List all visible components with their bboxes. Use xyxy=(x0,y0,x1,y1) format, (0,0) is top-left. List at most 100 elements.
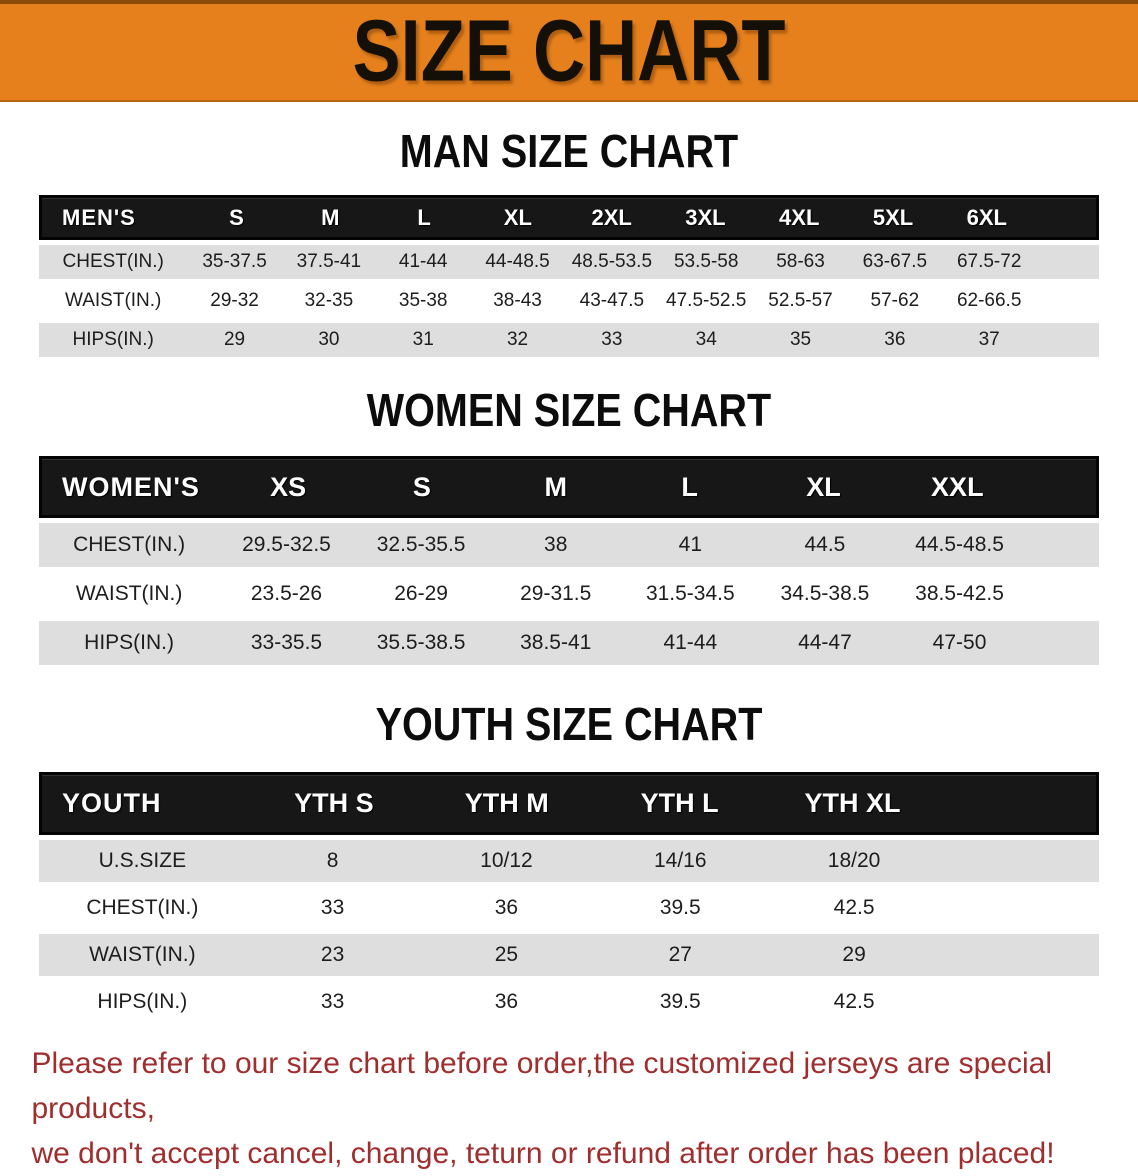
size-value-cell: 39.5 xyxy=(659,896,701,919)
youth-table-row: HIPS(IN.) 33 36 39.5 42.5 xyxy=(39,981,1099,1023)
youth-table-title: YOUTH xyxy=(62,788,162,818)
size-value-cell: 31.5-34.5 xyxy=(645,582,735,605)
size-value-cell: 36 xyxy=(884,329,906,350)
size-value-cell: 18/20 xyxy=(827,849,881,872)
row-label: CHEST(IN.) xyxy=(62,251,164,272)
size-chart-banner: SIZE CHART xyxy=(0,0,1138,102)
size-value-cell: 63-67.5 xyxy=(862,251,928,272)
disclaimer-line-1: Please refer to our size chart before or… xyxy=(31,1047,1053,1125)
size-value-cell: 14/16 xyxy=(653,849,707,872)
mens-table-row: HIPS(IN.) 29 30 31 32 33 34 35 36 37 xyxy=(39,323,1099,357)
mens-table-header-row: MEN'S S M L XL 2XL 3XL 4XL 5XL 6XL xyxy=(39,195,1099,240)
size-value-cell: 35-37.5 xyxy=(202,251,267,272)
size-value-cell: 34 xyxy=(695,329,717,350)
youth-size-column-header: YTH M xyxy=(464,788,549,818)
size-value-cell: 42.5 xyxy=(833,896,875,919)
size-value-cell: 41-44 xyxy=(398,251,448,272)
size-value-cell: 39.5 xyxy=(659,990,701,1013)
size-value-cell: 57-62 xyxy=(870,290,920,311)
row-label: CHEST(IN.) xyxy=(86,896,199,919)
youth-table-row: U.S.SIZE 8 10/12 14/16 18/20 xyxy=(39,840,1099,882)
size-value-cell: 26-29 xyxy=(394,582,448,605)
size-value-cell: 29-31.5 xyxy=(520,582,592,605)
row-label: CHEST(IN.) xyxy=(73,533,186,556)
size-value-cell: 52.5-57 xyxy=(768,290,833,311)
size-value-cell: 47.5-52.5 xyxy=(666,290,747,311)
size-value-cell: 33 xyxy=(320,896,345,919)
youth-table-row: CHEST(IN.) 33 36 39.5 42.5 xyxy=(39,887,1099,929)
size-value-cell: 44-48.5 xyxy=(485,251,550,272)
size-value-cell: 32 xyxy=(506,329,529,350)
youth-size-column-header: YTH S xyxy=(294,788,374,818)
size-value-cell: 48.5-53.5 xyxy=(571,251,653,272)
womens-size-column-header: XS xyxy=(270,471,307,502)
mens-size-column-header: 2XL xyxy=(591,204,632,230)
size-value-cell: 32-35 xyxy=(304,290,354,311)
size-value-cell: 33-35.5 xyxy=(250,631,323,654)
size-value-cell: 58-63 xyxy=(776,251,825,272)
row-label: HIPS(IN.) xyxy=(84,631,175,654)
mens-size-column-header: 5XL xyxy=(872,204,914,230)
size-value-cell: 38.5-42.5 xyxy=(915,582,1004,605)
banner-title: SIZE CHART xyxy=(352,3,786,100)
size-value-cell: 62-66.5 xyxy=(956,290,1022,311)
size-value-cell: 29-32 xyxy=(210,290,259,311)
size-value-cell: 37 xyxy=(978,329,1000,350)
disclaimer-line-2: we don't accept cancel, change, teturn o… xyxy=(31,1137,1055,1170)
mens-size-column-header: 4XL xyxy=(779,204,820,230)
womens-size-column-header: XL xyxy=(806,471,841,502)
size-value-cell: 35.5-38.5 xyxy=(376,631,466,654)
youth-section-heading: YOUTH SIZE CHART xyxy=(375,699,763,751)
mens-table-title: MEN'S xyxy=(62,204,136,230)
size-value-cell: 42.5 xyxy=(833,990,875,1013)
mens-size-column-header: M xyxy=(321,204,340,230)
size-value-cell: 33 xyxy=(601,329,623,350)
row-label: WAIST(IN.) xyxy=(89,943,196,966)
size-value-cell: 37.5-41 xyxy=(296,251,362,272)
size-value-cell: 41-44 xyxy=(663,631,718,654)
size-value-cell: 35-38 xyxy=(398,290,448,311)
size-value-cell: 25 xyxy=(494,943,519,966)
men-size-table: MEN'S S M L XL 2XL 3XL 4XL 5XL 6XL CHEST(IN.) 35-37… xyxy=(39,195,1099,357)
size-value-cell: 8 xyxy=(326,849,339,872)
womens-table-row: CHEST(IN.) 29.5-32.5 32.5-35.5 38 41 44.5 44.5… xyxy=(39,523,1099,567)
youth-size-column-header: YTH L xyxy=(640,788,719,818)
size-value-cell: 34.5-38.5 xyxy=(780,582,870,605)
mens-table-row: WAIST(IN.) 29-32 32-35 35-38 38-43 43-47.5 47.… xyxy=(39,284,1099,318)
mens-size-column-header: XL xyxy=(503,204,532,230)
size-value-cell: 33 xyxy=(320,990,345,1013)
womens-table-header-row: WOMEN'S XS S M L XL XXL xyxy=(39,456,1099,518)
size-value-cell: 47-50 xyxy=(932,631,987,654)
womens-size-column-header: XXL xyxy=(931,471,984,502)
youth-size-column-header: YTH XL xyxy=(804,788,901,818)
mens-size-column-header: 6XL xyxy=(966,204,1007,230)
mens-table-row: CHEST(IN.) 35-37.5 37.5-41 41-44 44-48.5 48.5… xyxy=(39,245,1099,279)
row-label: HIPS(IN.) xyxy=(72,329,154,350)
size-value-cell: 67.5-72 xyxy=(956,251,1022,272)
men-section-heading: MAN SIZE CHART xyxy=(399,126,739,178)
size-value-cell: 44.5-48.5 xyxy=(915,533,1004,556)
size-value-cell: 44.5 xyxy=(804,533,846,556)
size-value-cell: 41 xyxy=(678,533,702,556)
row-label: HIPS(IN.) xyxy=(97,990,188,1013)
womens-size-column-header: S xyxy=(412,471,431,502)
size-value-cell: 31 xyxy=(412,329,434,350)
size-value-cell: 44-47 xyxy=(798,631,852,654)
row-label: WAIST(IN.) xyxy=(64,290,162,311)
womens-table-row: WAIST(IN.) 23.5-26 26-29 29-31.5 31.5-34.5 34… xyxy=(39,572,1099,616)
mens-size-column-header: 3XL xyxy=(685,204,726,230)
size-value-cell: 36 xyxy=(494,896,519,919)
size-value-cell: 53.5-58 xyxy=(673,251,739,272)
womens-size-column-header: M xyxy=(544,471,568,502)
size-value-cell: 30 xyxy=(318,329,340,350)
size-value-cell: 29.5-32.5 xyxy=(242,533,331,556)
disclaimer-text: Please refer to our size chart before or… xyxy=(32,1041,1107,1176)
womens-size-column-header: L xyxy=(681,471,698,502)
size-value-cell: 38 xyxy=(544,533,568,556)
row-label: WAIST(IN.) xyxy=(75,582,183,605)
size-value-cell: 38.5-41 xyxy=(520,631,592,654)
mens-size-column-header: S xyxy=(229,204,244,230)
size-value-cell: 23 xyxy=(320,943,345,966)
row-label: U.S.SIZE xyxy=(98,849,187,872)
youth-table-header-row: YOUTH YTH S YTH M YTH L YTH XL xyxy=(39,772,1099,835)
